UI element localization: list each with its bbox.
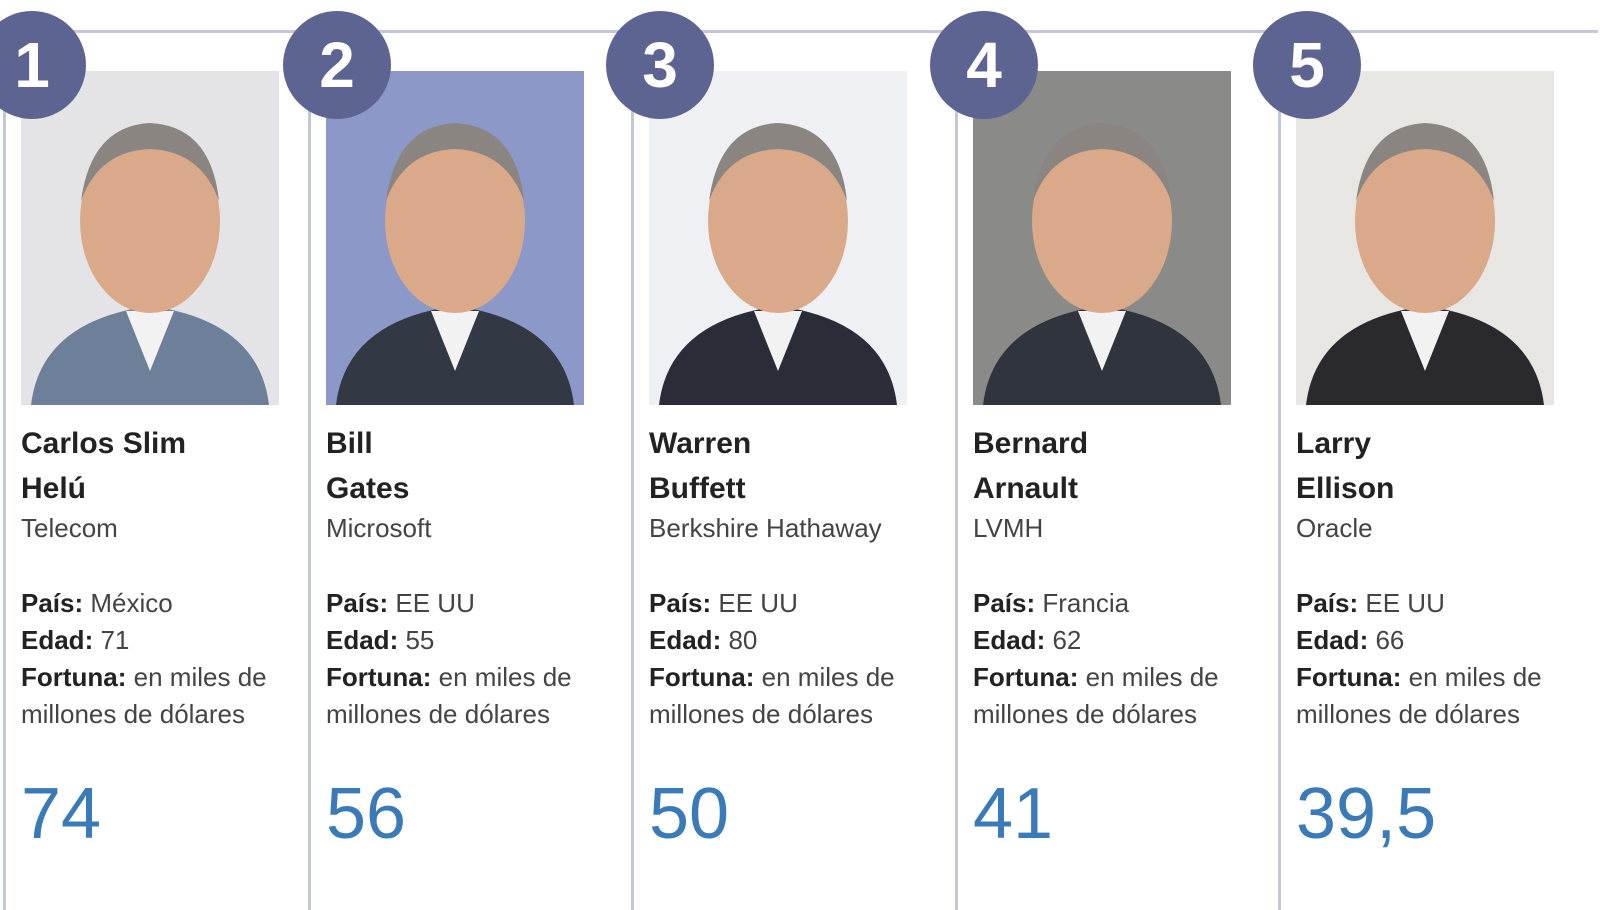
info-label: País: [21, 588, 84, 618]
name-line: Helú [21, 472, 87, 505]
person-card: 3 Warren Buffett Berkshire Hathaway País: E… [606, 11, 951, 910]
name-line: Bill [326, 427, 373, 460]
info-label: Fortuna: [1296, 662, 1402, 692]
info-value: EE UU [718, 588, 798, 618]
person-name: Larry Ellison [1296, 421, 1394, 511]
rank-badge: 5 [1253, 11, 1361, 119]
info-value: EE UU [395, 588, 475, 618]
portrait [326, 71, 584, 405]
info-row: Fortuna: en miles de millones de dólares [326, 659, 576, 733]
person-name: Warren Buffett [649, 421, 751, 511]
company: LVMH [973, 513, 1044, 543]
person-name: Carlos Slim Helú [21, 421, 186, 511]
name-line: Gates [326, 472, 410, 505]
company: Oracle [1296, 513, 1373, 543]
info-row: Fortuna: en miles de millones de dólares [21, 659, 271, 733]
info-value: en miles de millones de dólares [973, 662, 1219, 729]
person-card: 4 Bernard Arnault LVMH País: Francia Edad: 6… [930, 11, 1275, 910]
info-value: en miles de millones de dólares [649, 662, 895, 729]
rank-badge: 3 [606, 11, 714, 119]
info-label: Fortuna: [326, 662, 432, 692]
info-value: 66 [1375, 625, 1405, 655]
company: Berkshire Hathaway [649, 513, 882, 543]
portrait [973, 71, 1231, 405]
info-row: País: EE UU [326, 585, 576, 622]
fortune-value: 39,5 [1296, 774, 1437, 854]
info-row: Fortuna: en miles de millones de dólares [973, 659, 1223, 733]
info-row: Edad: 62 [973, 622, 1223, 659]
person-card: 2 Bill Gates Microsoft País: EE UU Edad: 55 F… [283, 11, 628, 910]
info-value: Francia [1042, 588, 1130, 618]
info-row: País: EE UU [649, 585, 899, 622]
person-card: 5 Larry Ellison Oracle País: EE UU Edad: 66 F… [1253, 11, 1598, 910]
info-label: Edad: [973, 625, 1046, 655]
info-value: 55 [405, 625, 435, 655]
info-label: Fortuna: [649, 662, 755, 692]
portrait-image [1296, 71, 1554, 405]
fortune-value: 56 [326, 774, 407, 854]
portrait-image [649, 71, 907, 405]
info-label: Fortuna: [973, 662, 1079, 692]
fortune-value: 74 [21, 774, 102, 854]
info-row: País: EE UU [1296, 585, 1546, 622]
info-value: México [90, 588, 173, 618]
info-label: Edad: [1296, 625, 1369, 655]
name-line: Arnault [973, 472, 1078, 505]
info-label: País: [973, 588, 1036, 618]
name-line: Larry [1296, 427, 1372, 460]
person-name: Bill Gates [326, 421, 409, 511]
portrait [1296, 71, 1554, 405]
info-row: Edad: 80 [649, 622, 899, 659]
portrait-image [973, 71, 1231, 405]
info-label: Edad: [649, 625, 722, 655]
info-row: Edad: 66 [1296, 622, 1546, 659]
info-label: País: [326, 588, 389, 618]
info-label: Fortuna: [21, 662, 127, 692]
info-value: 71 [100, 625, 130, 655]
fortune-value: 50 [649, 774, 730, 854]
info-value: en miles de millones de dólares [21, 662, 267, 729]
name-line: Warren [649, 427, 752, 460]
name-line: Buffett [649, 472, 746, 505]
info-block: País: Francia Edad: 62 Fortuna: en miles d… [973, 585, 1223, 733]
rank-badge: 4 [930, 11, 1038, 119]
portrait [649, 71, 907, 405]
info-row: Edad: 71 [21, 622, 271, 659]
rank-badge: 2 [283, 11, 391, 119]
name-line: Bernard [973, 427, 1089, 460]
person-name: Bernard Arnault [973, 421, 1088, 511]
person-card: 1 Carlos Slim Helú Telecom País: México Edad… [0, 11, 323, 910]
info-row: Fortuna: en miles de millones de dólares [1296, 659, 1546, 733]
info-label: Edad: [326, 625, 399, 655]
info-value: en miles de millones de dólares [326, 662, 572, 729]
info-row: Edad: 55 [326, 622, 576, 659]
info-value: EE UU [1365, 588, 1445, 618]
info-row: Fortuna: en miles de millones de dólares [649, 659, 899, 733]
info-block: País: México Edad: 71 Fortuna: en miles de… [21, 585, 271, 733]
info-value: en miles de millones de dólares [1296, 662, 1542, 729]
company: Telecom [21, 513, 118, 543]
info-block: País: EE UU Edad: 55 Fortuna: en miles de … [326, 585, 576, 733]
name-line: Carlos Slim [21, 427, 187, 460]
info-value: 80 [728, 625, 758, 655]
portrait [21, 71, 279, 405]
company: Microsoft [326, 513, 432, 543]
info-row: País: México [21, 585, 271, 622]
info-row: País: Francia [973, 585, 1223, 622]
info-label: Edad: [21, 625, 94, 655]
fortune-value: 41 [973, 774, 1054, 854]
info-label: País: [649, 588, 712, 618]
name-line: Ellison [1296, 472, 1395, 505]
info-label: País: [1296, 588, 1359, 618]
portrait-image [326, 71, 584, 405]
info-block: País: EE UU Edad: 66 Fortuna: en miles de … [1296, 585, 1546, 733]
portrait-image [21, 71, 279, 405]
info-block: País: EE UU Edad: 80 Fortuna: en miles de … [649, 585, 899, 733]
info-value: 62 [1052, 625, 1082, 655]
rank-badge: 1 [0, 11, 86, 119]
